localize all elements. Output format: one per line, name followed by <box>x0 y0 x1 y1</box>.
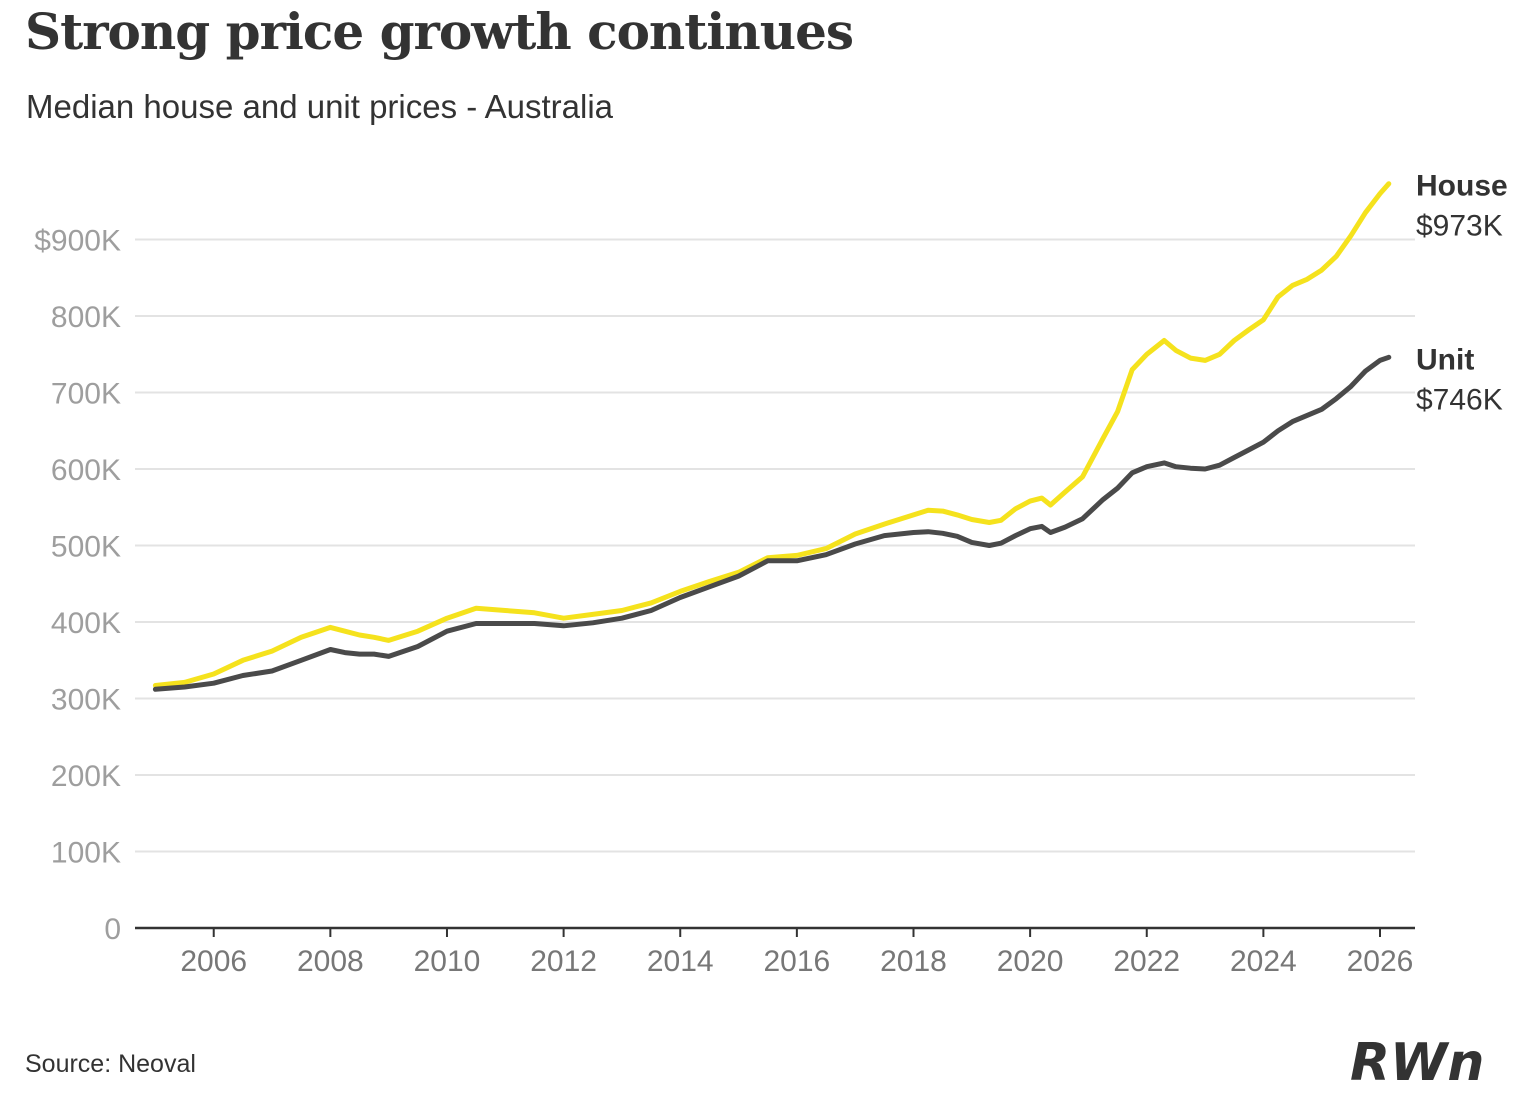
y-tick-label: 800K <box>51 301 121 334</box>
x-tick-label: 2010 <box>414 945 481 978</box>
source-note: Source: Neoval <box>25 1050 196 1078</box>
x-tick-label: 2014 <box>647 945 714 978</box>
x-tick-label: 2026 <box>1347 945 1414 978</box>
series-lines <box>152 181 1392 692</box>
y-tick-label: 700K <box>51 378 121 411</box>
y-tick-label: 600K <box>51 454 121 487</box>
y-tick-label: 300K <box>51 684 121 717</box>
y-tick-label: 400K <box>51 607 121 640</box>
y-tick-label: 500K <box>51 531 121 564</box>
x-axis-ticks: 2006 2008 2010 2012 2014 2016 2018 2020 2022 2024… <box>180 928 1413 978</box>
end-label-unit-name: Unit <box>1416 343 1474 376</box>
y-axis-ticks: 0 100K 200K 300K 400K 500K 600K 700K 800K $900K <box>34 225 121 947</box>
y-tick-label: 200K <box>51 760 121 793</box>
x-tick-label: 2012 <box>530 945 597 978</box>
end-label-house-value: $973K <box>1416 210 1503 243</box>
rwn-logo: RWn <box>1350 1033 1484 1090</box>
end-label-house-name: House <box>1416 170 1508 203</box>
x-tick-label: 2020 <box>997 945 1064 978</box>
chart-title: Strong price growth continues <box>25 2 854 61</box>
x-tick-label: 2006 <box>180 945 247 978</box>
y-tick-label: 100K <box>51 837 121 870</box>
x-tick-label: 2018 <box>880 945 947 978</box>
series-line-unit <box>152 354 1392 692</box>
x-tick-label: 2016 <box>763 945 830 978</box>
end-labels: House $973K Unit $746K <box>1416 170 1508 417</box>
y-tick-label: 0 <box>104 913 121 946</box>
end-label-unit-value: $746K <box>1416 383 1503 416</box>
y-tick-label: $900K <box>34 225 121 258</box>
chart-subtitle: Median house and unit prices - Australia <box>26 88 614 125</box>
x-tick-label: 2024 <box>1230 945 1297 978</box>
logo-text: RWn <box>1350 1033 1484 1090</box>
series-line-house <box>152 181 1392 688</box>
x-tick-label: 2022 <box>1113 945 1180 978</box>
x-tick-label: 2008 <box>297 945 364 978</box>
gridlines <box>135 238 1415 853</box>
